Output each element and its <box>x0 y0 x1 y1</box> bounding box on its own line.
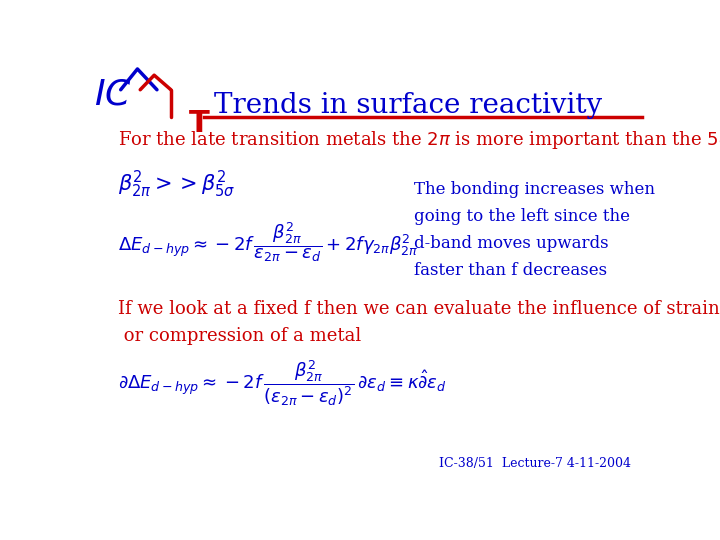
Text: Trends in surface reactivity: Trends in surface reactivity <box>214 92 602 119</box>
Text: or compression of a metal: or compression of a metal <box>118 327 361 345</box>
Text: The bonding increases when: The bonding increases when <box>413 181 654 198</box>
Text: $\mathbf{T}$: $\mathbf{T}$ <box>188 109 210 139</box>
Text: d-band moves upwards: d-band moves upwards <box>413 235 608 252</box>
Text: $\it{IC}$: $\it{IC}$ <box>94 77 132 111</box>
Text: For the late transition metals the $2\pi$ is more important than the $5\sigma$: For the late transition metals the $2\pi… <box>118 129 720 151</box>
Text: $\Delta E_{d-hyp} \approx -2f\,\dfrac{\beta^2_{2\pi}}{\varepsilon_{2\pi} - \vare: $\Delta E_{d-hyp} \approx -2f\,\dfrac{\b… <box>118 221 418 265</box>
Text: If we look at a fixed f then we can evaluate the influence of strain: If we look at a fixed f then we can eval… <box>118 300 720 318</box>
Text: IC-38/51  Lecture-7 4-11-2004: IC-38/51 Lecture-7 4-11-2004 <box>439 457 631 470</box>
Text: faster than f decreases: faster than f decreases <box>413 262 607 279</box>
Text: going to the left since the: going to the left since the <box>413 208 629 225</box>
Text: $\partial\Delta E_{d-hyp} \approx -2f\,\dfrac{\beta^2_{2\pi}}{(\varepsilon_{2\pi: $\partial\Delta E_{d-hyp} \approx -2f\,\… <box>118 358 446 408</box>
Text: $\beta^2_{2\pi} >> \beta^2_{5\sigma}$: $\beta^2_{2\pi} >> \beta^2_{5\sigma}$ <box>118 168 235 200</box>
